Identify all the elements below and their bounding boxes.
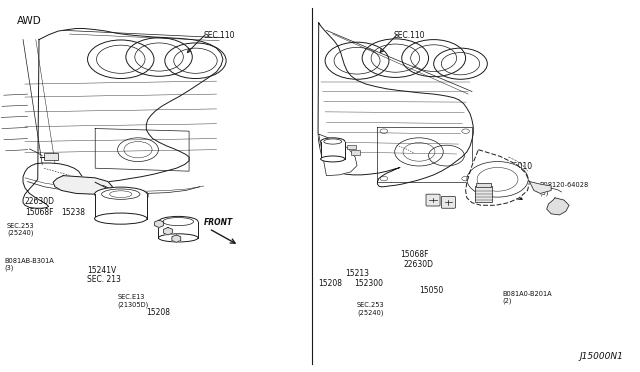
Text: SEC.110: SEC.110 [204,31,236,40]
Ellipse shape [159,217,198,227]
Polygon shape [529,182,551,193]
Text: 15238: 15238 [61,208,85,217]
Text: J15000N1: J15000N1 [579,352,623,361]
Bar [351,150,360,155]
Text: SEC. 213: SEC. 213 [87,275,121,284]
FancyBboxPatch shape [426,194,440,206]
Text: 15068F: 15068F [400,250,428,259]
Text: SEC.253
(25240): SEC.253 (25240) [357,302,385,316]
Text: B081A0-B201A
(2): B081A0-B201A (2) [502,291,552,304]
Text: 15068F: 15068F [25,208,54,217]
Polygon shape [23,29,223,208]
Polygon shape [547,198,569,215]
Polygon shape [319,134,357,176]
Bar [347,145,356,149]
Ellipse shape [159,234,198,242]
Text: 15208: 15208 [318,279,342,288]
Text: FRONT: FRONT [486,171,515,180]
Polygon shape [53,176,113,194]
Text: AWD: AWD [17,16,42,26]
Text: B08120-64028
(3): B08120-64028 (3) [539,182,588,196]
Text: 15010: 15010 [508,162,532,171]
FancyBboxPatch shape [442,196,456,208]
Ellipse shape [321,156,345,162]
Polygon shape [321,141,345,159]
Polygon shape [159,222,198,238]
Ellipse shape [95,213,147,224]
Text: SEC.110: SEC.110 [394,31,425,40]
Text: 22630D: 22630D [403,260,433,269]
Text: 15239: 15239 [125,192,149,201]
Bar [44,153,58,160]
Ellipse shape [95,187,147,201]
Bar [476,183,490,187]
Text: B081AB-B301A
(3): B081AB-B301A (3) [4,258,54,271]
Ellipse shape [321,138,345,145]
Text: 15213: 15213 [346,269,369,278]
Text: SEC.E13
(21305D): SEC.E13 (21305D) [118,294,149,308]
Polygon shape [95,194,147,219]
Text: 15050: 15050 [419,286,444,295]
Text: 152300: 152300 [354,279,383,288]
Bar [474,186,492,202]
Text: 22630D: 22630D [25,197,55,206]
Polygon shape [318,23,473,187]
Polygon shape [155,220,163,228]
Polygon shape [164,228,172,235]
Text: SEC.253
(25240): SEC.253 (25240) [7,223,35,236]
Polygon shape [172,235,180,242]
Text: 15241V: 15241V [87,266,116,275]
Text: FRONT: FRONT [204,218,233,227]
Text: 15208: 15208 [147,308,170,317]
Polygon shape [466,150,529,205]
